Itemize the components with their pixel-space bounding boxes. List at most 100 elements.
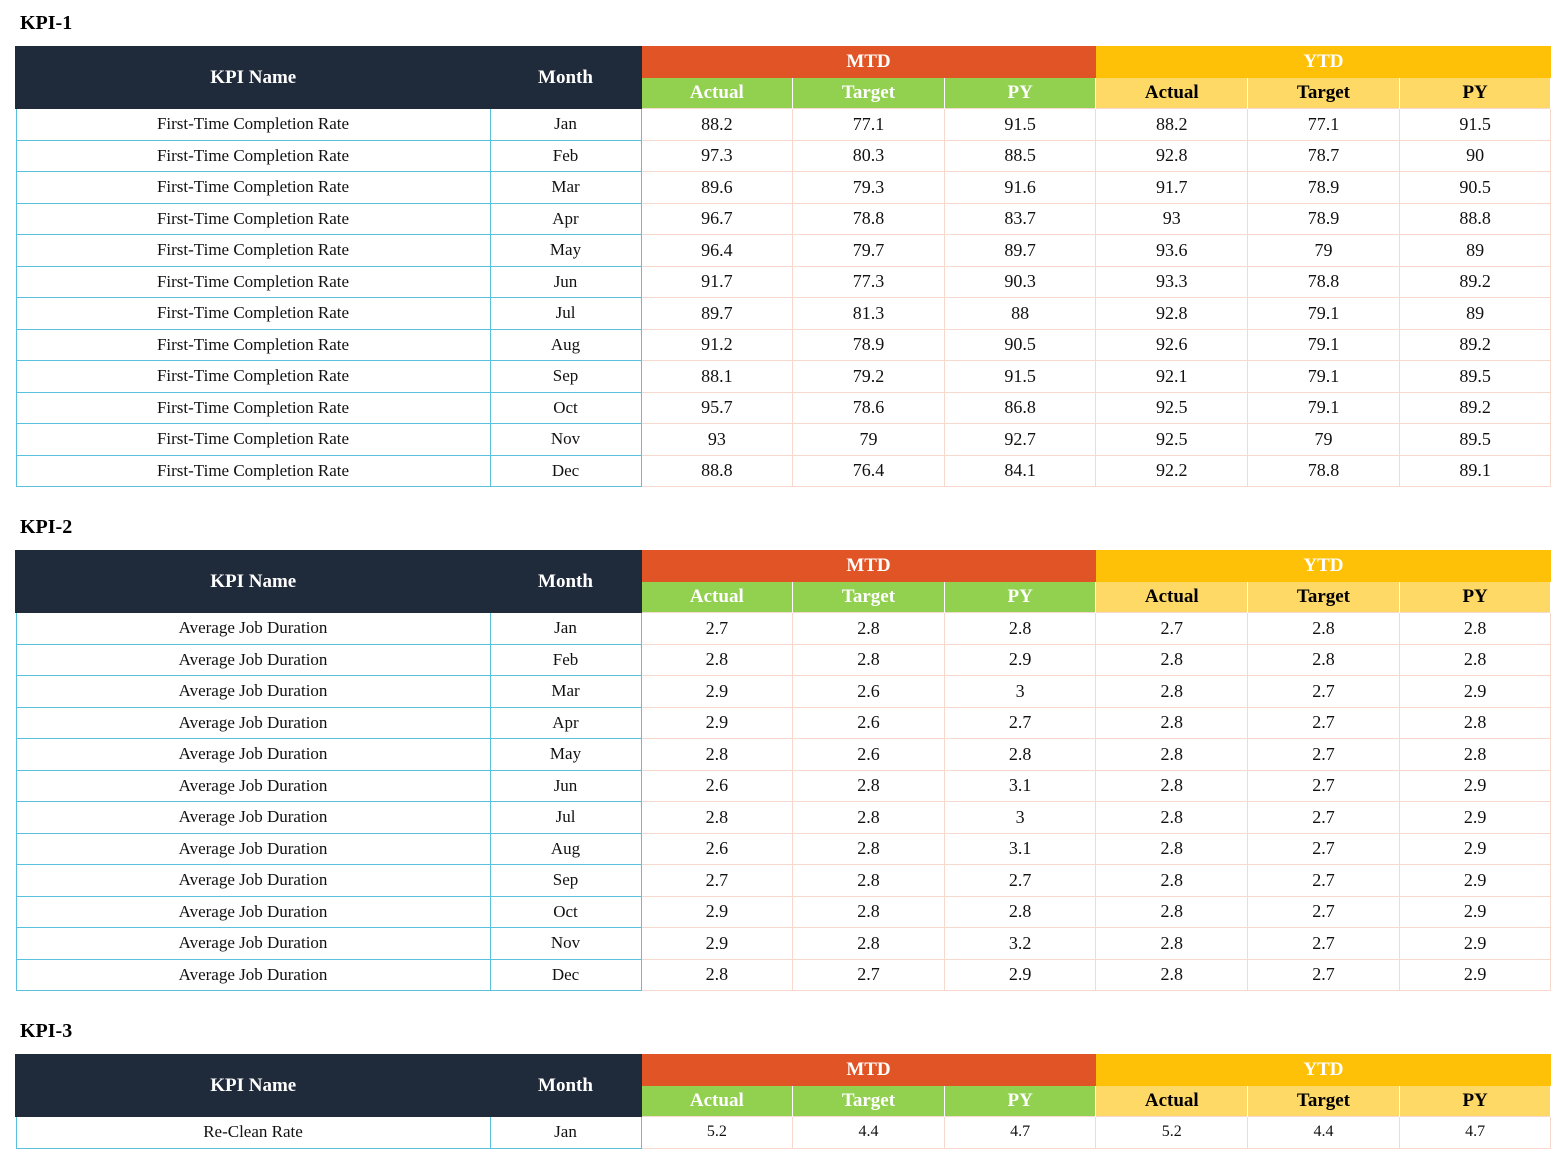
ytd-actual-cell: 91.7 <box>1095 171 1249 204</box>
header-mtd-target: Target <box>792 1085 945 1117</box>
ytd-py-cell: 89.5 <box>1398 360 1552 393</box>
mtd-actual-cell: 96.7 <box>640 202 794 235</box>
table-row: Average Job Duration Apr 2.9 2.6 2.7 2.8 2.7 2.… <box>15 706 1552 739</box>
header-ytd-py: PY <box>1398 77 1552 109</box>
mtd-actual-cell: 2.8 <box>640 643 794 676</box>
ytd-target-cell: 2.7 <box>1247 769 1400 802</box>
ytd-actual-cell: 92.8 <box>1095 297 1249 330</box>
month-cell: Jan <box>489 612 642 645</box>
ytd-py-cell: 2.8 <box>1398 612 1552 645</box>
mtd-py-cell: 90.3 <box>943 265 1097 298</box>
month-cell: Jan <box>489 1116 642 1149</box>
mtd-py-cell: 91.5 <box>943 360 1097 393</box>
mtd-py-cell: 89.7 <box>943 234 1097 267</box>
kpi-name-cell: Average Job Duration <box>15 738 491 771</box>
mtd-actual-cell: 89.7 <box>640 297 794 330</box>
table-row: Average Job Duration Oct 2.9 2.8 2.8 2.8 2.7 2.… <box>15 895 1552 928</box>
kpi-title: KPI-3 <box>20 1020 73 1042</box>
header-month: Month <box>489 550 642 613</box>
ytd-target-cell: 2.7 <box>1247 927 1400 960</box>
table-row: Average Job Duration Dec 2.8 2.7 2.9 2.8 2.7 2.… <box>15 958 1552 991</box>
mtd-actual-cell: 2.8 <box>640 801 794 834</box>
header-mtd-actual: Actual <box>640 77 794 109</box>
ytd-py-cell: 2.9 <box>1398 864 1552 897</box>
kpi-name-cell: First-Time Completion Rate <box>15 391 491 424</box>
header-ytd-py: PY <box>1398 1085 1552 1117</box>
table-row: First-Time Completion Rate Sep 88.1 79.2 91.… <box>15 360 1552 393</box>
mtd-py-cell: 3 <box>943 675 1097 708</box>
mtd-target-cell: 77.3 <box>792 265 945 298</box>
ytd-py-cell: 2.9 <box>1398 958 1552 991</box>
header-ytd-py: PY <box>1398 581 1552 613</box>
mtd-actual-cell: 95.7 <box>640 391 794 424</box>
kpi-name-cell: Average Job Duration <box>15 706 491 739</box>
ytd-target-cell: 2.7 <box>1247 864 1400 897</box>
mtd-target-cell: 2.6 <box>792 738 945 771</box>
month-cell: Aug <box>489 328 642 361</box>
mtd-actual-cell: 88.8 <box>640 454 794 487</box>
table-row: First-Time Completion Rate Feb 97.3 80.3 88.… <box>15 139 1552 172</box>
mtd-py-cell: 92.7 <box>943 423 1097 456</box>
header-month: Month <box>489 1054 642 1117</box>
kpi-name-cell: First-Time Completion Rate <box>15 297 491 330</box>
header-kpi-name: KPI Name <box>15 1054 491 1117</box>
mtd-actual-cell: 93 <box>640 423 794 456</box>
header-mtd: MTD <box>640 1054 1097 1086</box>
month-cell: Jan <box>489 108 642 141</box>
ytd-py-cell: 89 <box>1398 234 1552 267</box>
mtd-target-cell: 77.1 <box>792 108 945 141</box>
ytd-py-cell: 2.8 <box>1398 738 1552 771</box>
header-ytd: YTD <box>1095 1054 1552 1086</box>
mtd-actual-cell: 89.6 <box>640 171 794 204</box>
table-row: Re-Clean Rate Jan 5.2 4.4 4.7 5.2 4.4 4.7 <box>15 1116 1552 1149</box>
mtd-py-cell: 88 <box>943 297 1097 330</box>
mtd-target-cell: 76.4 <box>792 454 945 487</box>
ytd-target-cell: 78.8 <box>1247 265 1400 298</box>
kpi-name-cell: Average Job Duration <box>15 643 491 676</box>
header-ytd-actual: Actual <box>1095 1085 1249 1117</box>
mtd-py-cell: 3.1 <box>943 832 1097 865</box>
mtd-py-cell: 86.8 <box>943 391 1097 424</box>
table-row: First-Time Completion Rate Dec 88.8 76.4 84.… <box>15 454 1552 487</box>
ytd-py-cell: 2.8 <box>1398 706 1552 739</box>
ytd-actual-cell: 2.8 <box>1095 675 1249 708</box>
mtd-target-cell: 2.7 <box>792 958 945 991</box>
mtd-target-cell: 79.3 <box>792 171 945 204</box>
kpi-name-cell: First-Time Completion Rate <box>15 265 491 298</box>
ytd-actual-cell: 2.8 <box>1095 895 1249 928</box>
header-ytd-target: Target <box>1247 77 1400 109</box>
ytd-target-cell: 2.7 <box>1247 832 1400 865</box>
mtd-target-cell: 79 <box>792 423 945 456</box>
header-ytd-actual: Actual <box>1095 581 1249 613</box>
month-cell: Jul <box>489 801 642 834</box>
ytd-target-cell: 77.1 <box>1247 108 1400 141</box>
ytd-actual-cell: 92.6 <box>1095 328 1249 361</box>
table-row: First-Time Completion Rate Apr 96.7 78.8 83.… <box>15 202 1552 235</box>
header-mtd: MTD <box>640 46 1097 78</box>
ytd-actual-cell: 93.3 <box>1095 265 1249 298</box>
kpi-name-cell: Average Job Duration <box>15 612 491 645</box>
ytd-actual-cell: 2.8 <box>1095 643 1249 676</box>
ytd-target-cell: 79.1 <box>1247 328 1400 361</box>
table-row: Average Job Duration Mar 2.9 2.6 3 2.8 2.7 2.9 <box>15 675 1552 708</box>
ytd-actual-cell: 2.8 <box>1095 738 1249 771</box>
kpi-title: KPI-2 <box>20 516 73 538</box>
mtd-target-cell: 2.6 <box>792 706 945 739</box>
mtd-py-cell: 3.2 <box>943 927 1097 960</box>
ytd-target-cell: 78.8 <box>1247 454 1400 487</box>
mtd-py-cell: 83.7 <box>943 202 1097 235</box>
month-cell: Jun <box>489 265 642 298</box>
mtd-py-cell: 91.6 <box>943 171 1097 204</box>
ytd-actual-cell: 88.2 <box>1095 108 1249 141</box>
ytd-py-cell: 89 <box>1398 297 1552 330</box>
mtd-target-cell: 78.6 <box>792 391 945 424</box>
kpi-name-cell: First-Time Completion Rate <box>15 202 491 235</box>
kpi-table: KPI Name Month MTD YTD Actual Target PY Actual T… <box>15 46 1552 487</box>
kpi-name-cell: First-Time Completion Rate <box>15 360 491 393</box>
header-ytd: YTD <box>1095 550 1552 582</box>
mtd-target-cell: 79.2 <box>792 360 945 393</box>
header-mtd-target: Target <box>792 77 945 109</box>
mtd-py-cell: 2.7 <box>943 706 1097 739</box>
ytd-py-cell: 2.8 <box>1398 643 1552 676</box>
header-ytd-actual: Actual <box>1095 77 1249 109</box>
